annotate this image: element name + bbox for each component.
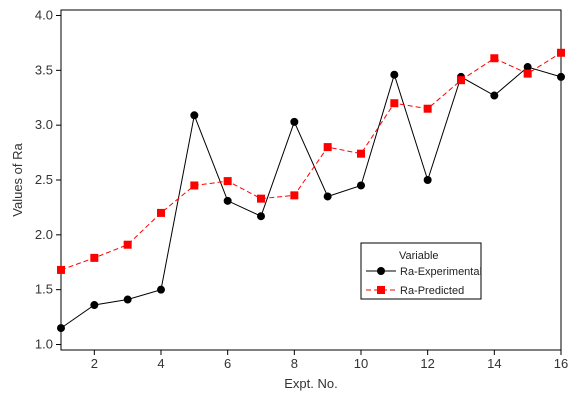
data-point <box>57 265 65 274</box>
x-tick-label: 10 <box>354 356 368 371</box>
data-point <box>257 212 265 221</box>
series-layer <box>57 48 565 333</box>
data-point <box>323 192 332 201</box>
data-point <box>57 324 65 333</box>
data-point <box>490 91 499 100</box>
series-0 <box>57 63 565 333</box>
legend: Variable Ra-Experimental Ra-Predicted <box>360 242 482 300</box>
y-tick-label: 1.5 <box>35 282 53 297</box>
y-axis-title: Values of Ra <box>10 142 25 216</box>
x-tick-label: 14 <box>487 356 501 371</box>
y-tick-label: 3.5 <box>35 62 53 77</box>
x-tick-label: 6 <box>224 356 231 371</box>
legend-label: Ra-Predicted <box>400 285 464 297</box>
x-axis-title: Expt. No. <box>284 376 337 391</box>
data-point <box>190 181 199 190</box>
data-point <box>290 191 299 200</box>
data-point <box>390 70 399 79</box>
data-point <box>523 63 532 72</box>
y-tick-label: 4.0 <box>35 7 53 22</box>
data-point <box>223 196 232 205</box>
data-point <box>257 194 265 203</box>
x-tick-label: 8 <box>291 356 298 371</box>
data-point <box>90 301 99 310</box>
series-line <box>60 52 562 271</box>
data-point <box>323 143 332 152</box>
data-point <box>157 208 165 217</box>
data-point <box>190 111 199 120</box>
data-point <box>223 177 232 186</box>
y-tick-label: 1.0 <box>35 337 53 352</box>
x-tick-label: 4 <box>157 356 164 371</box>
data-point <box>423 176 432 184</box>
data-point <box>157 285 165 294</box>
data-point <box>390 99 399 108</box>
y-tick-label: 3.0 <box>35 117 53 132</box>
legend-marker <box>377 286 385 294</box>
series-line <box>60 66 562 329</box>
legend-title: Variable <box>399 250 439 262</box>
data-point <box>90 253 99 262</box>
data-point <box>357 181 365 190</box>
data-point <box>123 295 132 304</box>
x-tick-label: 16 <box>554 356 568 371</box>
data-point <box>523 69 532 78</box>
y-axis: 1.0 1.5 2.0 2.5 3.0 3.5 4.0 <box>35 7 61 352</box>
x-axis: 2 4 6 8 10 12 14 16 <box>91 350 568 371</box>
legend-marker <box>377 267 385 275</box>
data-point <box>357 149 365 158</box>
legend-label: Ra-Experimental <box>400 266 482 278</box>
data-point <box>423 104 432 113</box>
y-tick-label: 2.5 <box>35 172 53 187</box>
x-tick-label: 12 <box>420 356 434 371</box>
plot-frame <box>60 9 562 351</box>
data-point <box>490 54 499 63</box>
data-point <box>457 76 465 85</box>
data-point <box>557 48 565 57</box>
data-point <box>123 240 132 249</box>
series-1 <box>57 48 565 274</box>
x-tick-label: 2 <box>91 356 98 371</box>
data-point <box>557 72 565 81</box>
y-tick-label: 2.0 <box>35 227 53 242</box>
data-point <box>290 117 299 126</box>
